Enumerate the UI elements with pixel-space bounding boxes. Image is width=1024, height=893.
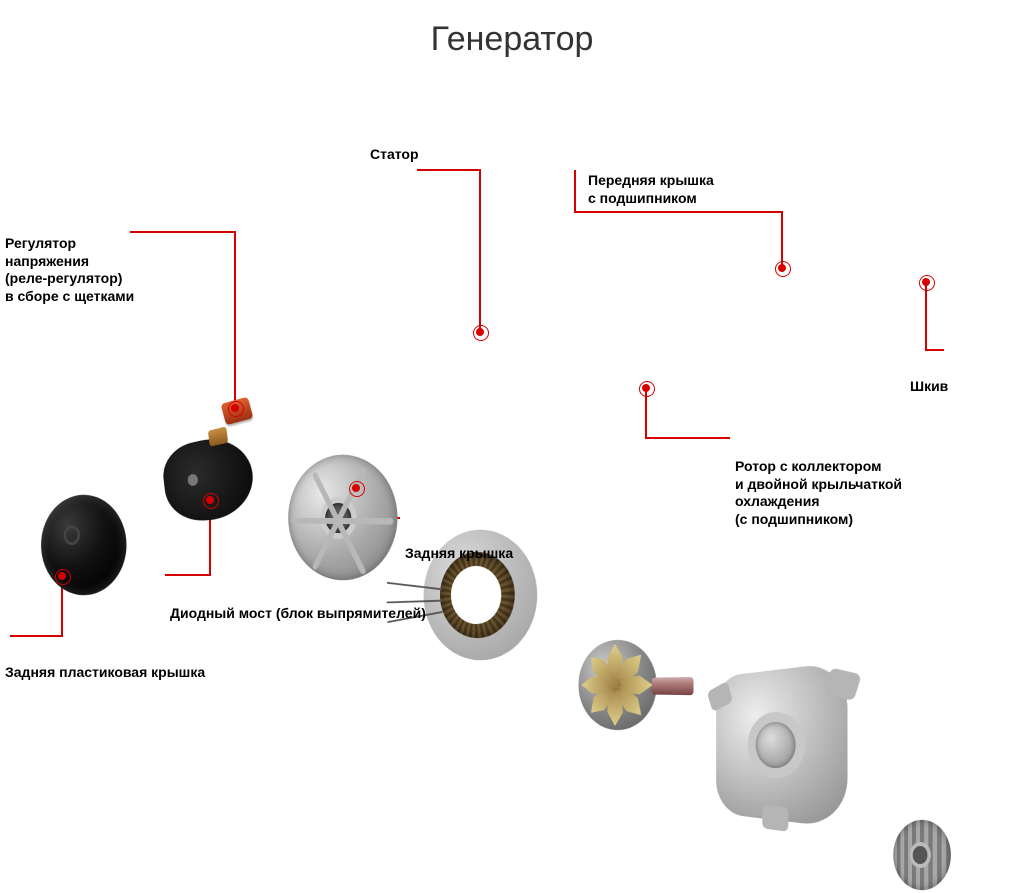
- exploded-diagram: Задняя пластиковая крышка Диодный мост (б…: [0, 100, 1024, 700]
- label-rear_cover: Задняя крышка: [405, 545, 513, 563]
- callout-line-pulley: [926, 282, 944, 350]
- callout-dot-stator: [476, 328, 484, 336]
- callout-line-voltage_regulator: [130, 232, 235, 408]
- label-front_cover: Передняя крышка с подшипником: [588, 172, 714, 207]
- label-rear_plastic_cover: Задняя пластиковая крышка: [5, 664, 205, 682]
- callout-line-rear_plastic_cover: [10, 576, 62, 636]
- callout-dot-pulley: [922, 278, 930, 286]
- part-rear-cover: [288, 448, 397, 587]
- label-diode_bridge: Диодный мост (блок выпрямителей): [170, 605, 426, 623]
- page-title: Генератор: [0, 20, 1024, 59]
- part-pulley: [893, 817, 951, 892]
- label-pulley: Шкив: [910, 378, 948, 396]
- callout-line-rotor: [646, 388, 730, 438]
- part-rotor: [571, 625, 667, 745]
- part-diode-bridge: [160, 430, 258, 524]
- callout-dot-voltage_regulator: [231, 404, 239, 412]
- callout-dot-rear_plastic_cover: [58, 572, 66, 580]
- callout-dot-diode_bridge: [206, 496, 214, 504]
- label-stator: Статор: [370, 146, 419, 164]
- part-front-cover: [716, 661, 847, 828]
- part-rear-plastic-cover: [41, 490, 126, 600]
- label-voltage_regulator: Регулятор напряжения (реле-регулятор) в …: [5, 235, 134, 305]
- callout-line-stator: [417, 170, 480, 332]
- callout-dot-rear_cover: [352, 484, 360, 492]
- label-rotor: Ротор с коллектором и двойной крыльчатко…: [735, 458, 902, 528]
- callout-dot-front_cover: [778, 264, 786, 272]
- callout-dot-rotor: [642, 384, 650, 392]
